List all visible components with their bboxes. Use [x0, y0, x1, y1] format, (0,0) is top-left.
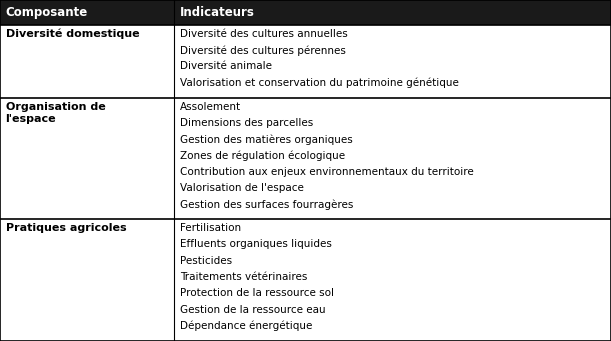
- Text: Diversité des cultures annuelles: Diversité des cultures annuelles: [180, 29, 348, 39]
- Text: Dimensions des parcelles: Dimensions des parcelles: [180, 118, 313, 128]
- Text: Indicateurs: Indicateurs: [180, 6, 255, 19]
- Text: Diversité animale: Diversité animale: [180, 61, 272, 71]
- Text: Gestion de la ressource eau: Gestion de la ressource eau: [180, 305, 325, 315]
- Text: Valorisation de l'espace: Valorisation de l'espace: [180, 183, 304, 193]
- Text: Dépendance énergétique: Dépendance énergétique: [180, 321, 312, 331]
- Text: Composante: Composante: [5, 6, 88, 19]
- Bar: [0, 219, 611, 341]
- Bar: [0, 25, 611, 98]
- Text: Effluents organiques liquides: Effluents organiques liquides: [180, 239, 332, 250]
- Bar: [0, 98, 611, 219]
- Text: Protection de la ressource sol: Protection de la ressource sol: [180, 288, 334, 298]
- Text: Diversité domestique: Diversité domestique: [5, 29, 139, 39]
- Text: Assolement: Assolement: [180, 102, 241, 112]
- Text: Valorisation et conservation du patrimoine génétique: Valorisation et conservation du patrimoi…: [180, 78, 459, 88]
- Text: Zones de régulation écologique: Zones de régulation écologique: [180, 150, 345, 161]
- Text: Contribution aux enjeux environnementaux du territoire: Contribution aux enjeux environnementaux…: [180, 167, 474, 177]
- Text: Traitements vétérinaires: Traitements vétérinaires: [180, 272, 307, 282]
- Text: Pratiques agricoles: Pratiques agricoles: [5, 223, 126, 233]
- Text: Gestion des matières organiques: Gestion des matières organiques: [180, 134, 353, 145]
- Text: Gestion des surfaces fourragères: Gestion des surfaces fourragères: [180, 199, 353, 210]
- Text: Organisation de
l'espace: Organisation de l'espace: [5, 102, 105, 124]
- Text: Pesticides: Pesticides: [180, 256, 232, 266]
- Text: Diversité des cultures pérennes: Diversité des cultures pérennes: [180, 45, 346, 56]
- Bar: [0, 0, 611, 25]
- Text: Fertilisation: Fertilisation: [180, 223, 241, 233]
